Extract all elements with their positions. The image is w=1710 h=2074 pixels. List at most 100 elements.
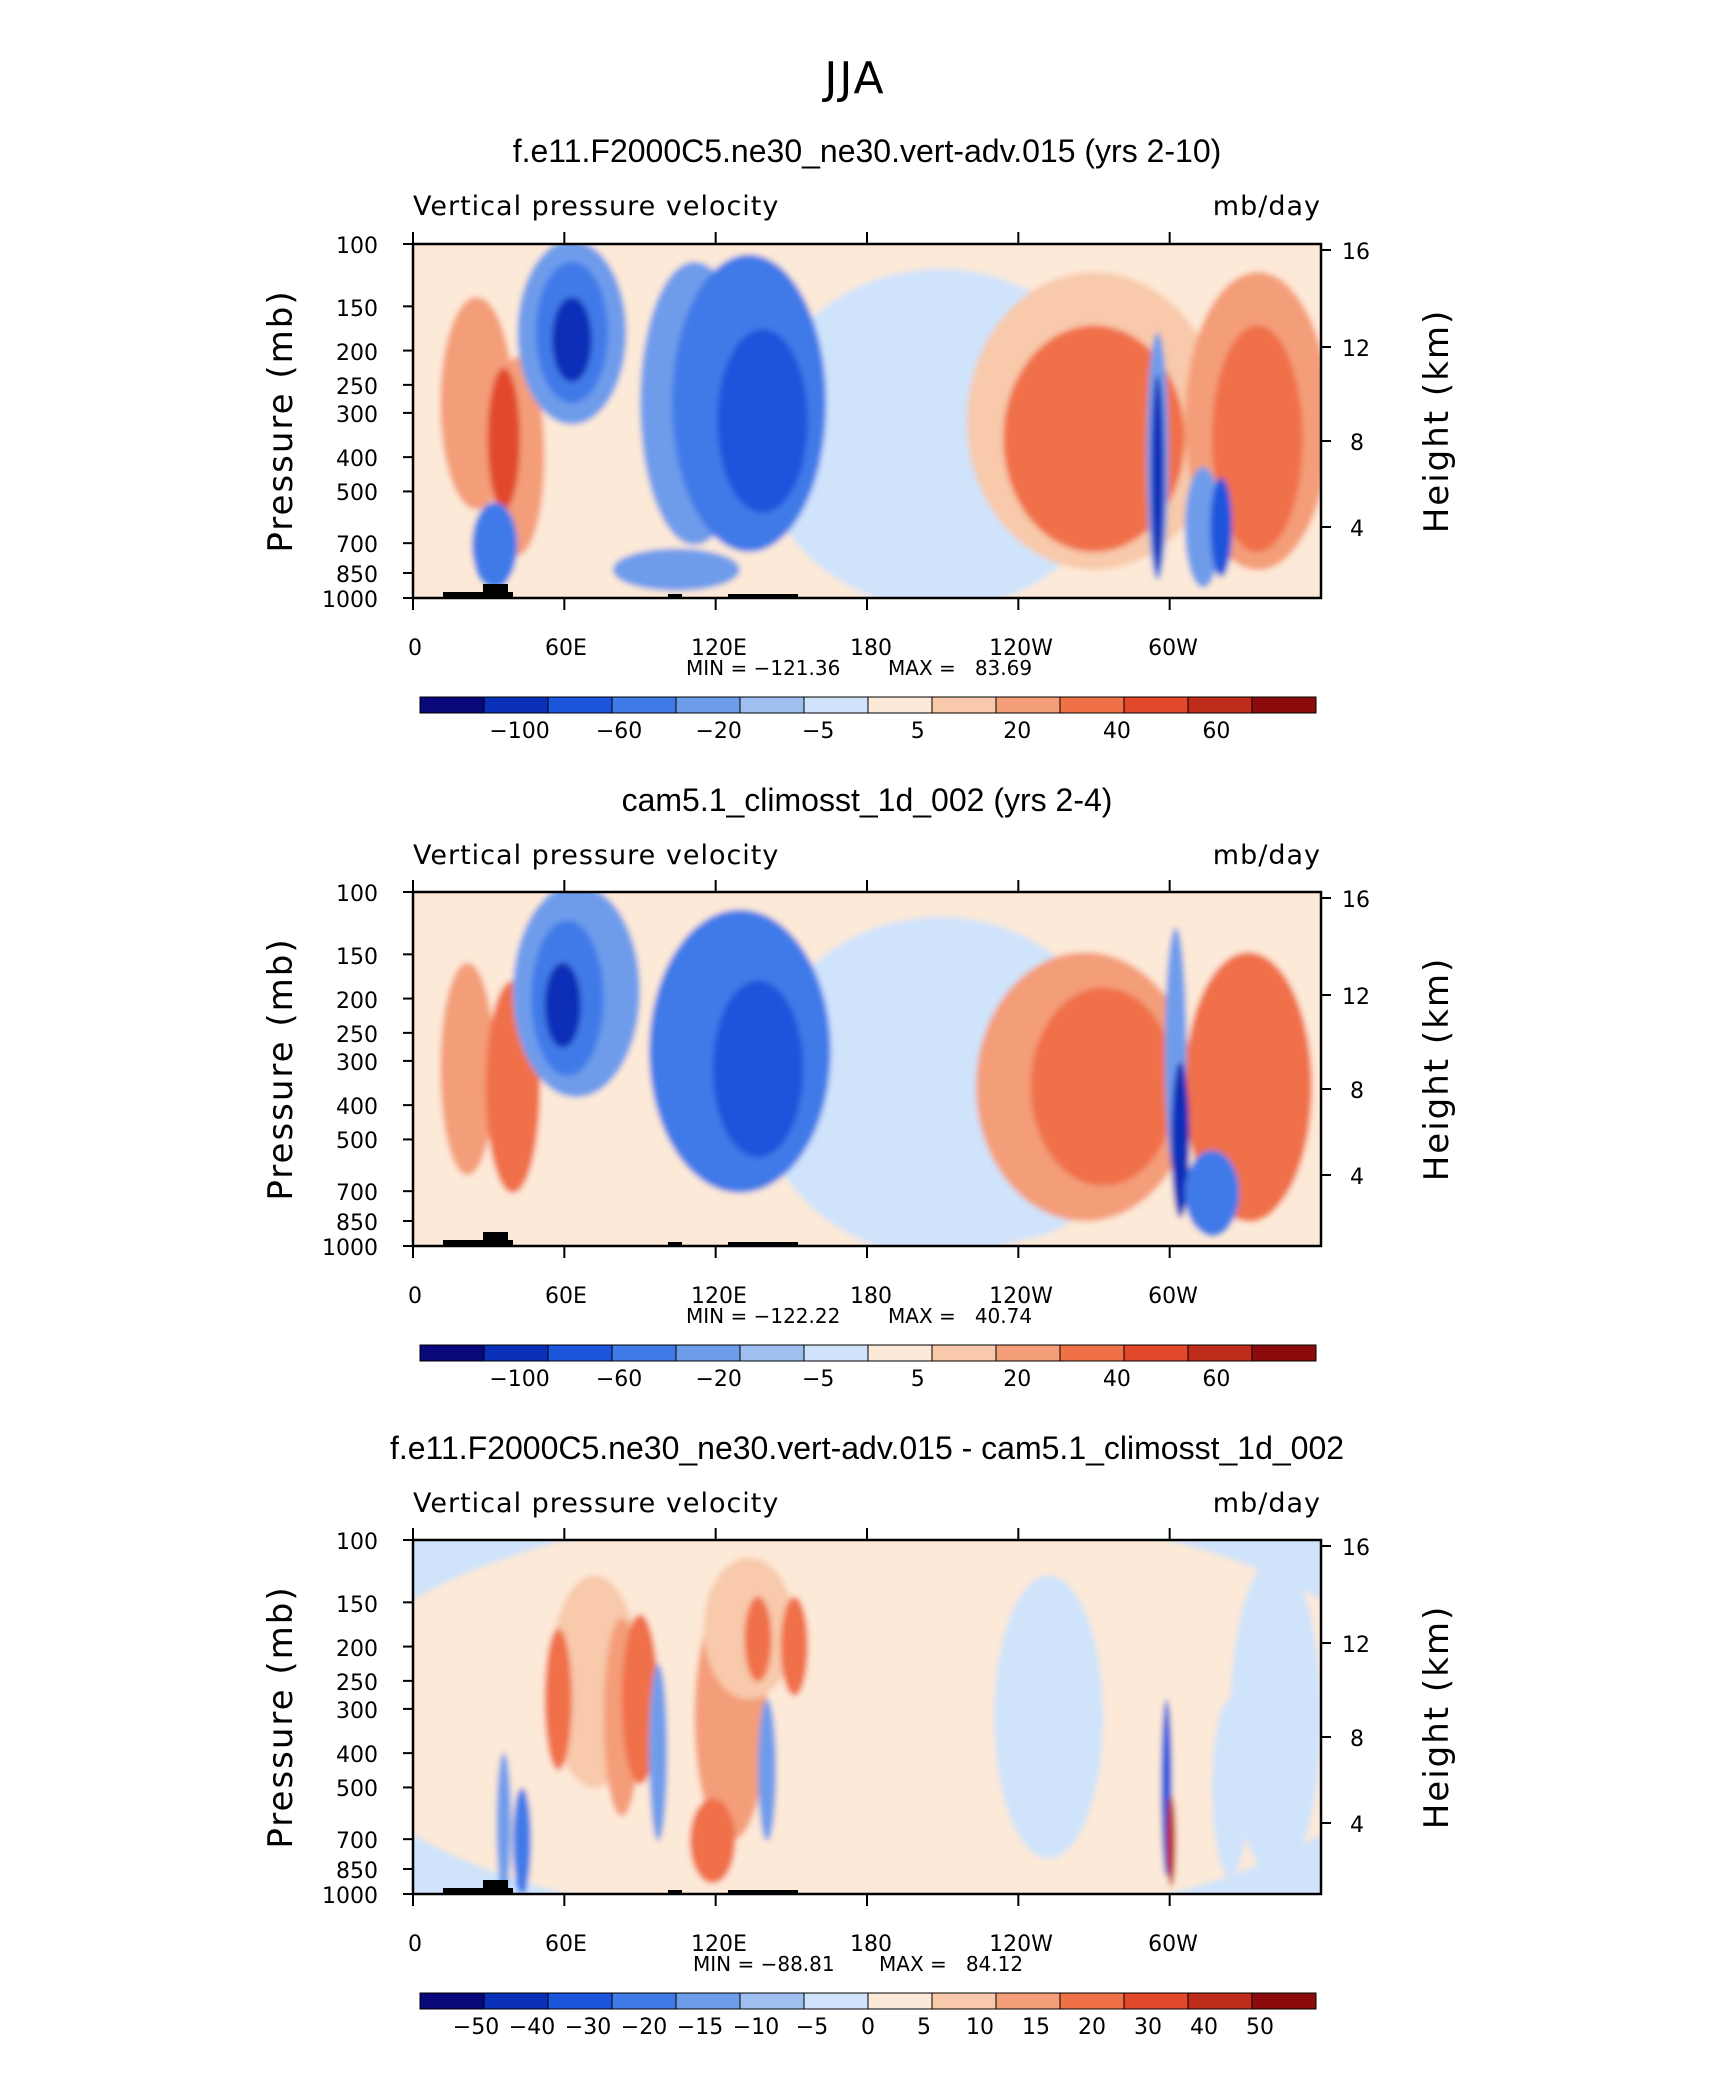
terrain-block <box>728 1242 798 1246</box>
colorbar-swatch <box>803 1344 869 1362</box>
longitude-tick: 120W <box>989 636 1053 661</box>
contour-region <box>487 367 521 510</box>
colorbar-label: −15 <box>677 2015 723 2040</box>
units-label: mb/day <box>1213 840 1321 871</box>
height-axis-title: Height (km) <box>1417 309 1457 534</box>
contour-region <box>649 1663 668 1841</box>
colorbar-swatch <box>611 696 677 714</box>
terrain-block <box>668 1242 682 1246</box>
contour-region <box>744 1596 772 1682</box>
colorbar-swatch <box>867 1344 933 1362</box>
longitude-axis: 0 60E 120E 180 120W 60W <box>408 1932 1198 1957</box>
longitude-tick: 120E <box>691 1932 747 1957</box>
colorbar-label: 60 <box>1202 1367 1230 1392</box>
variable-label: Vertical pressure velocity <box>413 840 779 871</box>
contour-region <box>544 962 581 1048</box>
colorbar-swatch <box>867 696 933 714</box>
panel-title: cam5.1_climosst_1d_002 (yrs 2-4) <box>622 782 1113 818</box>
colorbar-swatch <box>675 696 741 714</box>
colorbar: −50 −40 −30 −20 −15 −10 −5 0 5 10 15 20 30 40 50 <box>419 1992 1317 2040</box>
colorbar-swatch <box>803 1992 869 2010</box>
pressure-tick: 1000 <box>322 1236 378 1261</box>
variable-label: Vertical pressure velocity <box>413 1488 779 1519</box>
pressure-tick: 200 <box>336 341 378 366</box>
height-tick: 12 <box>1342 1633 1370 1658</box>
height-tick: 4 <box>1350 1165 1364 1190</box>
panel-title: f.e11.F2000C5.ne30_ne30.vert-adv.015 - c… <box>390 1430 1344 1466</box>
pressure-tick: 500 <box>336 1777 378 1802</box>
colorbar-swatch <box>419 1344 485 1362</box>
pressure-tick: 300 <box>336 1699 378 1724</box>
panel-2: cam5.1_climosst_1d_002 (yrs 2-4) Vertica… <box>261 782 1457 1392</box>
pressure-tick: 100 <box>336 234 378 259</box>
pressure-tick: 850 <box>336 1211 378 1236</box>
colorbar-label: −60 <box>596 719 642 744</box>
height-tick: 16 <box>1342 888 1370 913</box>
colorbar-label: −20 <box>695 1367 741 1392</box>
contour-region <box>839 1175 1076 1246</box>
height-axis: 16 12 8 4 <box>1342 240 1370 542</box>
longitude-tick: 0 <box>408 1932 422 1957</box>
longitude-tick: 60W <box>1148 1284 1198 1309</box>
longitude-tick: 120E <box>691 1284 747 1309</box>
contour-field <box>413 244 1321 598</box>
colorbar-label: 0 <box>861 2015 875 2040</box>
height-axis-title: Height (km) <box>1417 957 1457 1182</box>
colorbar-swatch <box>1059 1344 1125 1362</box>
contour-region <box>758 1699 777 1841</box>
contour-region <box>994 1575 1104 1859</box>
height-tick: 16 <box>1342 1536 1370 1561</box>
panel-title: f.e11.F2000C5.ne30_ne30.vert-adv.015 (yr… <box>513 133 1222 169</box>
height-tick: 8 <box>1350 431 1364 456</box>
height-axis: 16 12 8 4 <box>1342 1536 1370 1838</box>
colorbar-swatch <box>931 1344 997 1362</box>
colorbar-swatch <box>1059 1992 1125 2010</box>
colorbar-swatch <box>1123 696 1189 714</box>
height-tick: 12 <box>1342 337 1370 362</box>
longitude-axis: 0 60E 120E 180 120W 60W <box>408 1284 1198 1309</box>
pressure-axis-title: Pressure (mb) <box>261 937 301 1200</box>
pressure-tick: 200 <box>336 989 378 1014</box>
contour-shading <box>413 244 1321 598</box>
height-tick: 12 <box>1342 985 1370 1010</box>
variable-label: Vertical pressure velocity <box>413 191 779 222</box>
height-tick: 16 <box>1342 240 1370 265</box>
longitude-tick: 180 <box>850 636 892 661</box>
max-label: MAX = 83.69 <box>888 656 1032 680</box>
pressure-axis: 100 150 200 250 300 400 500 700 850 1000 <box>322 882 378 1261</box>
colorbar-label: 20 <box>1003 1367 1031 1392</box>
pressure-axis: 100 150 200 250 300 400 500 700 850 1000 <box>322 1530 378 1909</box>
terrain-block <box>443 1880 513 1894</box>
terrain-block <box>728 1890 798 1894</box>
colorbar-label: 40 <box>1190 2015 1218 2040</box>
pressure-tick: 850 <box>336 563 378 588</box>
colorbar-label: −5 <box>802 1367 834 1392</box>
pressure-tick: 150 <box>336 297 378 322</box>
colorbar-swatch <box>1251 696 1317 714</box>
pressure-tick: 150 <box>336 1593 378 1618</box>
colorbar-label: −20 <box>695 719 741 744</box>
longitude-tick: 60E <box>545 1284 587 1309</box>
contour-region <box>1210 477 1232 577</box>
figure-title: JJA <box>821 53 885 104</box>
pressure-tick: 250 <box>336 1671 378 1696</box>
colorbar-swatch <box>995 696 1061 714</box>
pressure-tick: 100 <box>336 882 378 907</box>
colorbar-label: 50 <box>1246 2015 1274 2040</box>
contour-shading <box>413 892 1321 1246</box>
height-axis-title: Height (km) <box>1417 1605 1457 1830</box>
longitude-axis: 0 60E 120E 180 120W 60W <box>408 636 1198 661</box>
colorbar-label: 20 <box>1003 719 1031 744</box>
longitude-tick: 120W <box>989 1284 1053 1309</box>
colorbar-label: −20 <box>621 2015 667 2040</box>
colorbar-swatch <box>1187 1992 1253 2010</box>
contour-region <box>472 502 518 588</box>
min-label: MIN = −122.22 <box>686 1304 840 1328</box>
contour-region <box>1184 467 1222 588</box>
colorbar-swatch <box>1187 696 1253 714</box>
units-label: mb/day <box>1213 1488 1321 1519</box>
colorbar-label: −5 <box>802 719 834 744</box>
pressure-tick: 1000 <box>322 1884 378 1909</box>
contour-region <box>512 1787 532 1894</box>
contour-region <box>712 980 804 1158</box>
